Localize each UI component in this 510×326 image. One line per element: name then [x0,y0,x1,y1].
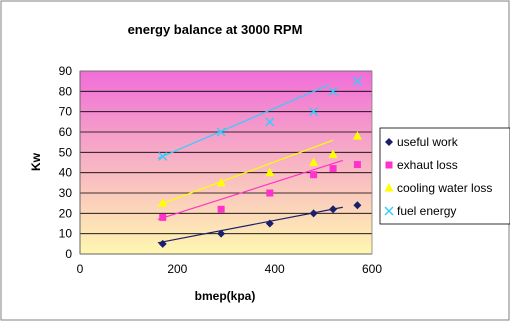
point-cooling-water-loss [265,167,275,177]
point-exhaut-loss [353,161,361,169]
point-exhaut-loss [159,213,167,221]
y-tick-label: 80 [59,84,73,98]
y-tick-label: 40 [59,166,73,180]
legend-marker [385,138,393,146]
point-fuel-energy-stroke [216,127,226,137]
point-useful-work [353,201,362,210]
legend-box [379,127,510,225]
point-fuel-energy [265,117,275,127]
x-axis-label: bmep(kpa) [195,289,256,303]
point-useful-work [217,229,226,238]
point-fuel-energy-stroke [158,151,168,161]
point-fuel-energy [352,76,362,86]
point-useful-work [329,205,338,214]
chart-title: energy balance at 3000 RPM [128,22,303,37]
point-fuel-energy-stroke [352,76,362,86]
plot-area: 0 10 20 30 40 50 60 70 80 90 0 200 400 600 [59,64,383,276]
point-cooling-water-loss [328,149,338,158]
point-fuel-energy-stroke [309,107,319,117]
y-tick-label: 60 [59,125,73,139]
legend: useful work exhaut loss cooling water loss… [379,127,510,225]
point-cooling-water-loss [309,157,319,166]
y-tick-label: 20 [59,206,73,220]
legend-label: useful work [397,135,459,149]
plot-background [80,71,372,254]
point-cooling-water-loss [158,198,168,207]
trendline-cooling-water-loss [157,139,334,206]
point-fuel-energy-stroke [265,117,275,127]
legend-label: exhaut loss [397,158,458,172]
legend-marker [385,161,393,169]
x-tick-label: 400 [265,262,285,276]
legend-marker-stroke [384,206,394,216]
y-axis-label: Kw [29,152,43,171]
legend-marker [384,206,394,216]
y-tick-label: 30 [59,186,73,200]
point-useful-work [265,219,274,228]
point-cooling-water-loss [216,177,226,187]
point-exhaut-loss [310,171,318,179]
y-tick-label: 50 [59,145,73,159]
y-tick-label: 90 [59,64,73,78]
point-exhaut-loss [266,189,274,197]
point-exhaut-loss [217,205,225,213]
point-fuel-energy [309,107,319,117]
x-tick-label: 200 [167,262,187,276]
legend-label: cooling water loss [397,181,492,195]
x-tick-label: 600 [362,262,382,276]
point-exhaut-loss [329,165,337,173]
point-fuel-energy [328,86,338,96]
point-useful-work [309,209,318,218]
point-cooling-water-loss [352,131,362,140]
point-fuel-energy [216,127,226,137]
point-fuel-energy [158,151,168,161]
point-fuel-energy-stroke [328,86,338,96]
y-tick-label: 70 [59,105,73,119]
trendline-exhaut-loss [157,159,343,221]
trendline-fuel-energy [157,84,329,159]
x-tick-label: 0 [77,262,84,276]
y-tick-label: 10 [59,227,73,241]
legend-marker [384,183,394,192]
plot-border [79,70,373,255]
legend-label: fuel energy [397,204,456,218]
point-useful-work [158,239,167,248]
y-tick-label: 0 [65,247,72,261]
